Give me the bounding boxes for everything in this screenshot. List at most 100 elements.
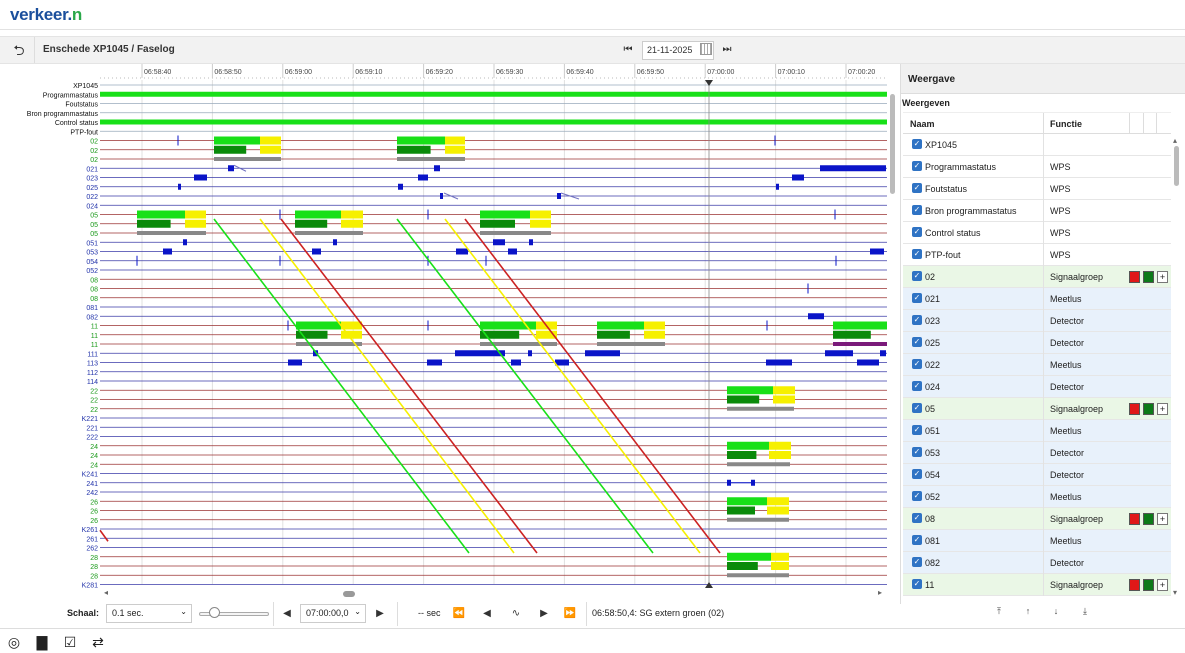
move-top-icon[interactable]: ⤒ xyxy=(997,606,1001,616)
visibility-checkbox[interactable]: ✓ xyxy=(912,139,922,149)
detector-block xyxy=(766,359,792,366)
visibility-checkbox[interactable]: ✓ xyxy=(912,359,922,369)
step-forward-icon[interactable]: ▶ xyxy=(540,608,548,619)
tick-label: 06:58:40 xyxy=(144,69,171,76)
scale-slider-handle[interactable] xyxy=(209,607,220,618)
column-name-header[interactable]: Naam xyxy=(910,119,935,129)
panel-row[interactable]: ✓ Foutstatus WPS xyxy=(903,178,1171,200)
date-field[interactable]: 21-11-2025 xyxy=(642,41,714,60)
green-color-button[interactable] xyxy=(1143,271,1154,283)
faselog-svg[interactable]: 06:58:40 06:58:50 06:59:00 06:59:10 06:59:20… xyxy=(0,64,900,599)
scale-slider[interactable] xyxy=(199,612,269,616)
fast-forward-icon[interactable]: ⏩ xyxy=(563,608,577,619)
visibility-checkbox[interactable]: ✓ xyxy=(912,337,922,347)
panel-row[interactable]: ✓ 052 Meetlus xyxy=(903,486,1171,508)
visibility-checkbox[interactable]: ✓ xyxy=(912,249,922,259)
time-marker-bottom xyxy=(705,582,713,588)
panel-scroll-down-icon[interactable]: ▾ xyxy=(1173,588,1178,597)
panel-scroll-up-icon[interactable]: ▴ xyxy=(1173,136,1178,145)
green-color-button[interactable] xyxy=(1143,403,1154,415)
chart-horizontal-scroll-thumb[interactable] xyxy=(343,591,355,597)
expand-plus-icon[interactable]: + xyxy=(1157,403,1168,415)
panel-row[interactable]: ✓ 054 Detector xyxy=(903,464,1171,486)
visibility-checkbox[interactable]: ✓ xyxy=(912,491,922,501)
green-color-button[interactable] xyxy=(1143,579,1154,591)
visibility-checkbox[interactable]: ✓ xyxy=(912,403,922,413)
move-bottom-icon[interactable]: ⤓ xyxy=(1083,606,1087,616)
panel-row[interactable]: ✓ PTP-fout WPS xyxy=(903,244,1171,266)
panel-row[interactable]: ✓ 053 Detector xyxy=(903,442,1171,464)
expand-plus-icon[interactable]: + xyxy=(1157,271,1168,283)
panel-row[interactable]: ✓ 023 Detector xyxy=(903,310,1171,332)
back-arrow-icon[interactable]: ⮌ xyxy=(13,42,25,58)
panel-row[interactable]: ✓ 11 Signaalgroep + xyxy=(903,574,1171,596)
bar-chart-icon[interactable]: ▇ xyxy=(36,634,48,650)
shuffle-icon[interactable]: ⇄ xyxy=(92,634,104,650)
panel-row[interactable]: ✓ 082 Detector xyxy=(903,552,1171,574)
time-back-icon[interactable]: ◀ xyxy=(283,608,291,619)
visibility-checkbox[interactable]: ✓ xyxy=(912,161,922,171)
panel-row[interactable]: ✓ 02 Signaalgroep + xyxy=(903,266,1171,288)
visibility-checkbox[interactable]: ✓ xyxy=(912,315,922,325)
panel-row[interactable]: ✓ Bron programmastatus WPS xyxy=(903,200,1171,222)
visibility-checkbox[interactable]: ✓ xyxy=(912,381,922,391)
move-down-icon[interactable]: ↓ xyxy=(1053,606,1059,616)
expand-plus-icon[interactable]: + xyxy=(1157,513,1168,525)
detector-block xyxy=(178,183,181,190)
visibility-checkbox[interactable]: ✓ xyxy=(912,271,922,281)
visibility-checkbox[interactable]: ✓ xyxy=(912,227,922,237)
time-forward-icon[interactable]: ▶ xyxy=(376,608,384,619)
app-logo[interactable]: verkeer.n xyxy=(10,5,82,25)
green-color-button[interactable] xyxy=(1143,513,1154,525)
panel-row[interactable]: ✓ Control status WPS xyxy=(903,222,1171,244)
globe-icon[interactable]: ◎ xyxy=(7,634,21,650)
panel-row[interactable]: ✓ 024 Detector xyxy=(903,376,1171,398)
panel-row[interactable]: ✓ 05 Signaalgroep + xyxy=(903,398,1171,420)
expand-plus-icon[interactable]: + xyxy=(1157,579,1168,591)
move-up-icon[interactable]: ↑ xyxy=(1025,606,1031,616)
row-label: K241 xyxy=(82,472,98,479)
red-color-button[interactable] xyxy=(1129,579,1140,591)
visibility-checkbox[interactable]: ✓ xyxy=(912,183,922,193)
phase-gray xyxy=(597,342,665,346)
panel-row[interactable]: ✓ 021 Meetlus xyxy=(903,288,1171,310)
visibility-checkbox[interactable]: ✓ xyxy=(912,469,922,479)
panel-row[interactable]: ✓ 025 Detector xyxy=(903,332,1171,354)
last-date-icon[interactable]: ⏭ xyxy=(722,44,732,55)
fast-rewind-icon[interactable]: ⏪ xyxy=(452,608,466,619)
visibility-checkbox[interactable]: ✓ xyxy=(912,579,922,589)
step-back-icon[interactable]: ◀ xyxy=(483,608,491,619)
visibility-checkbox[interactable]: ✓ xyxy=(912,447,922,457)
phase-yellow xyxy=(769,441,791,450)
panel-row[interactable]: ✓ 051 Meetlus xyxy=(903,420,1171,442)
row-name: Bron programmastatus xyxy=(925,206,1017,216)
scroll-left-icon[interactable]: ◂ xyxy=(104,588,109,597)
panel-row[interactable]: ✓ Programmastatus WPS xyxy=(903,156,1171,178)
visibility-checkbox[interactable]: ✓ xyxy=(912,205,922,215)
red-color-button[interactable] xyxy=(1129,403,1140,415)
row-name: 081 xyxy=(925,536,941,546)
panel-row[interactable]: ✓ XP1045 xyxy=(903,134,1171,156)
pulse-icon[interactable]: ∿ xyxy=(511,608,521,619)
visibility-checkbox[interactable]: ✓ xyxy=(912,293,922,303)
red-color-button[interactable] xyxy=(1129,513,1140,525)
checklist-icon[interactable]: ☑ xyxy=(63,634,77,650)
visibility-checkbox[interactable]: ✓ xyxy=(912,513,922,523)
visibility-checkbox[interactable]: ✓ xyxy=(912,425,922,435)
column-function-header[interactable]: Functie xyxy=(1050,119,1083,129)
chart-vertical-scroll-thumb[interactable] xyxy=(890,94,895,194)
row-name: XP1045 xyxy=(925,140,958,150)
time-select[interactable]: 07:00:00,0 ⌄ xyxy=(300,604,366,623)
visibility-checkbox[interactable]: ✓ xyxy=(912,557,922,567)
scale-select[interactable]: 0.1 sec. ⌄ xyxy=(106,604,192,623)
calendar-icon[interactable] xyxy=(700,43,712,55)
faselog-chart[interactable]: 06:58:40 06:58:50 06:59:00 06:59:10 06:59:20… xyxy=(0,64,900,599)
scroll-right-icon[interactable]: ▸ xyxy=(878,588,883,597)
panel-row[interactable]: ✓ 022 Meetlus xyxy=(903,354,1171,376)
first-date-icon[interactable]: ⏮ xyxy=(623,44,633,55)
panel-row[interactable]: ✓ 08 Signaalgroep + xyxy=(903,508,1171,530)
visibility-checkbox[interactable]: ✓ xyxy=(912,535,922,545)
red-color-button[interactable] xyxy=(1129,271,1140,283)
panel-row[interactable]: ✓ 081 Meetlus xyxy=(903,530,1171,552)
panel-scroll-thumb[interactable] xyxy=(1174,146,1179,186)
